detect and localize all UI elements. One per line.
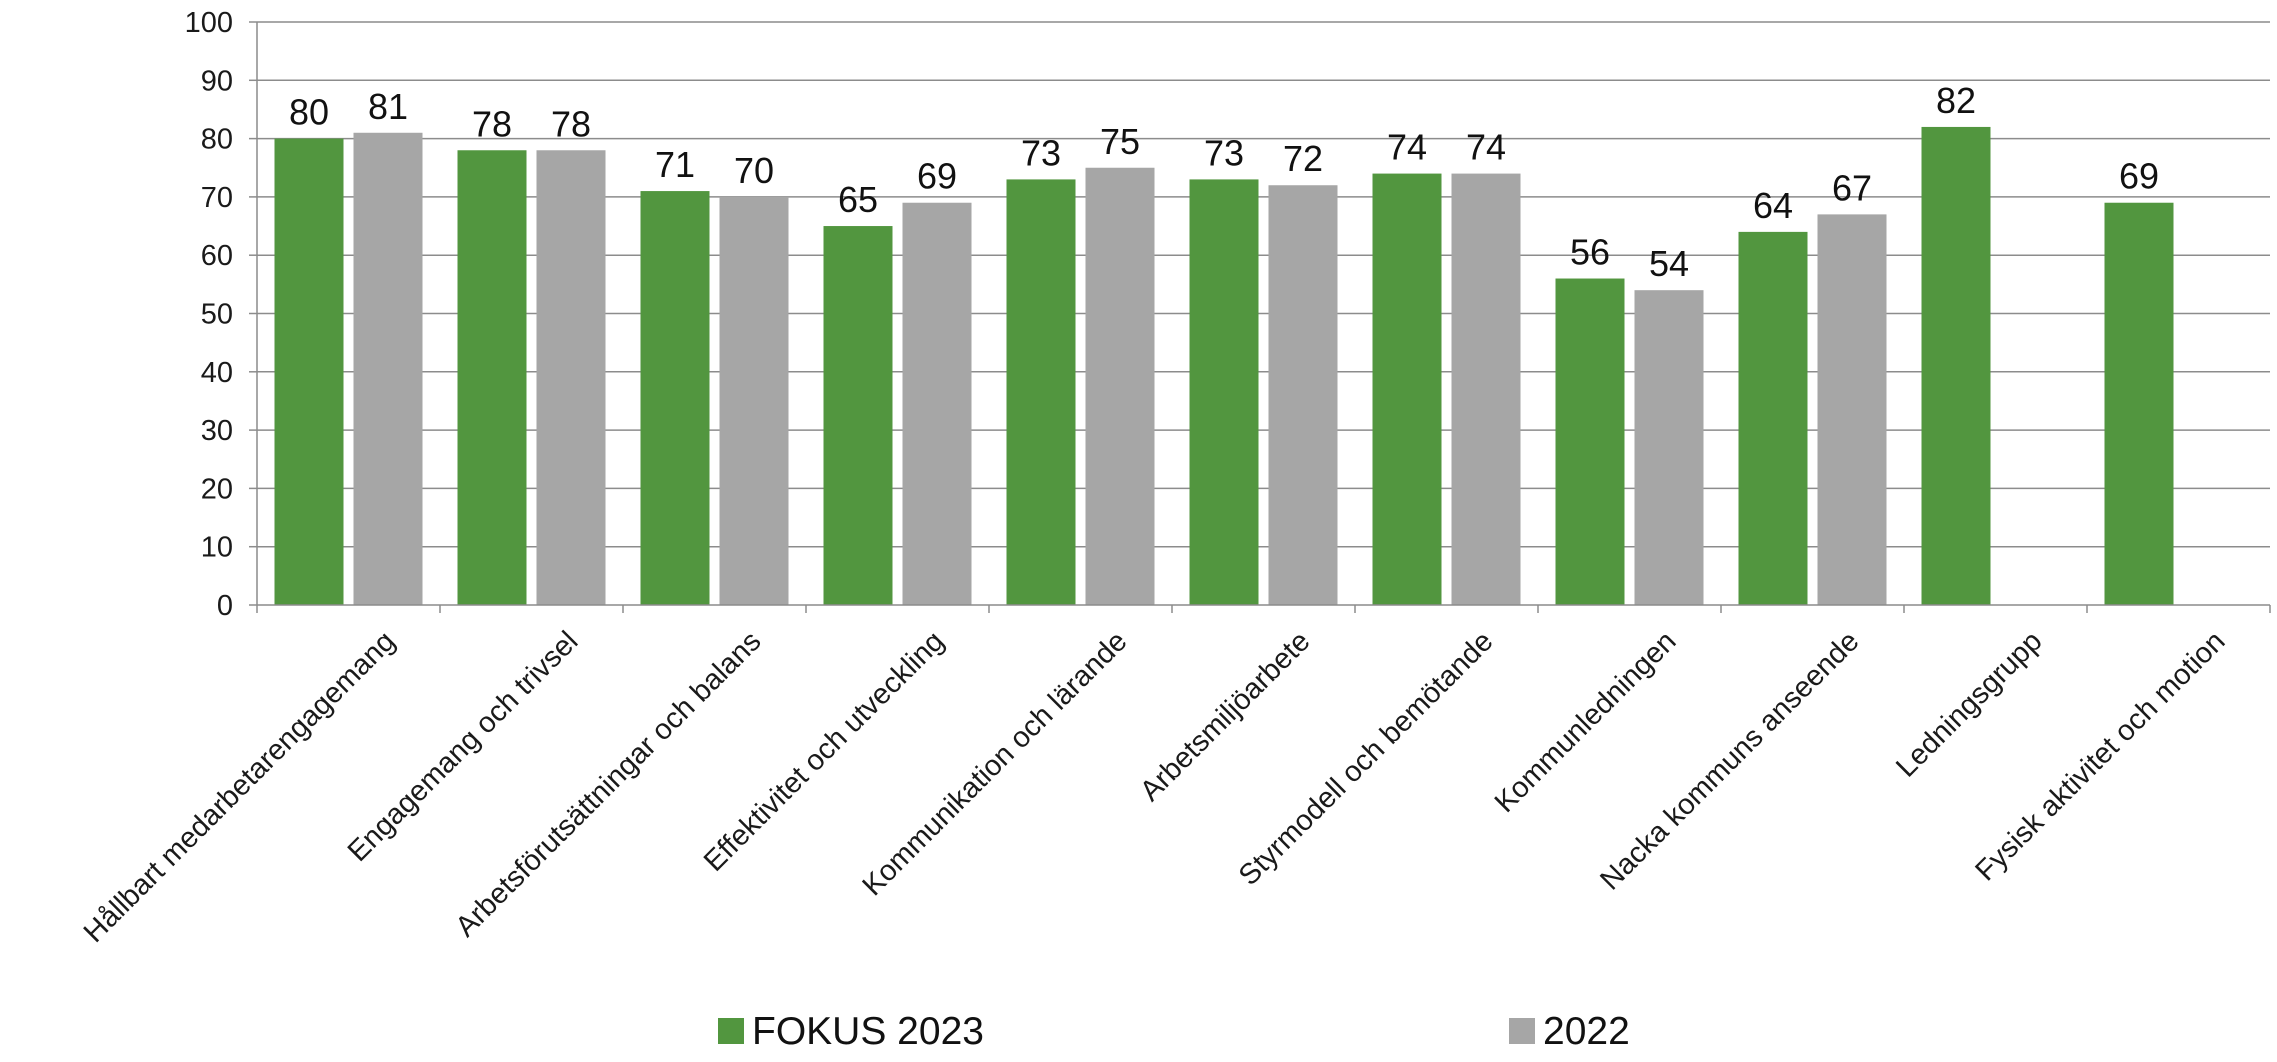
x-tick-label: Kommunledningen [1489, 625, 1683, 819]
bars [274, 126, 2174, 606]
bar [1921, 126, 1991, 605]
bar [1268, 185, 1338, 606]
data-label: 75 [1100, 121, 1140, 162]
bar [274, 138, 344, 605]
legend-swatch [718, 1018, 744, 1044]
y-tick-label: 30 [201, 415, 233, 447]
bar [640, 191, 710, 605]
y-tick-label: 70 [201, 182, 233, 214]
y-tick-label: 20 [201, 473, 233, 505]
bar [2104, 202, 2174, 606]
legend: FOKUS 2023 2022 [718, 1010, 1630, 1053]
x-tick-label: Arbetsförutsättningar och balans [450, 625, 768, 943]
legend-label: 2022 [1543, 1010, 1630, 1053]
bar [823, 226, 893, 606]
bar [1817, 214, 1887, 605]
legend-swatch [1509, 1018, 1535, 1044]
x-tick-label: Arbetsmiljöarbete [1134, 625, 1316, 807]
y-tick-label: 10 [201, 532, 233, 564]
bar [902, 202, 972, 606]
data-label: 73 [1204, 132, 1244, 173]
data-label: 70 [734, 150, 774, 191]
data-label: 72 [1283, 138, 1323, 179]
data-label: 69 [2119, 156, 2159, 197]
y-tick-label: 40 [201, 357, 233, 389]
data-label: 56 [1570, 232, 1610, 273]
bar [719, 196, 789, 605]
data-label: 81 [368, 86, 408, 127]
x-tick-label: Hållbart medarbetarengagemang [78, 625, 402, 949]
data-label: 74 [1466, 127, 1506, 168]
bar [457, 150, 527, 605]
data-label: 65 [838, 179, 878, 220]
data-label: 80 [289, 92, 329, 133]
bar [1555, 278, 1625, 605]
bar [1738, 231, 1808, 605]
y-tick-label: 100 [185, 7, 233, 39]
y-tick-label: 60 [201, 240, 233, 272]
bar [1189, 179, 1259, 605]
data-label: 64 [1753, 185, 1793, 226]
legend-label: FOKUS 2023 [752, 1010, 984, 1053]
data-label: 78 [472, 103, 512, 144]
data-labels: 80 81 78 78 71 70 65 69 73 75 73 72 74 74 56 54 64 67 82 69 [289, 80, 2159, 284]
y-tick-label: 50 [201, 299, 233, 331]
data-label: 74 [1387, 127, 1427, 168]
x-tick-label: Ledningsgrupp [1890, 625, 2048, 783]
bar [1372, 173, 1442, 605]
bar [1451, 173, 1521, 605]
y-tick-label: 90 [201, 65, 233, 97]
data-label: 73 [1021, 132, 1061, 173]
data-label: 54 [1649, 243, 1689, 284]
bar [1634, 290, 1704, 605]
y-tick-label: 80 [201, 124, 233, 156]
bar [536, 150, 606, 605]
y-tick-label: 0 [217, 590, 233, 622]
data-label: 78 [551, 103, 591, 144]
bar [1085, 167, 1155, 605]
data-label: 82 [1936, 80, 1976, 121]
data-label: 67 [1832, 167, 1872, 208]
data-label: 71 [655, 144, 695, 185]
bar [353, 132, 423, 605]
data-label: 69 [917, 156, 957, 197]
bar [1006, 179, 1076, 605]
